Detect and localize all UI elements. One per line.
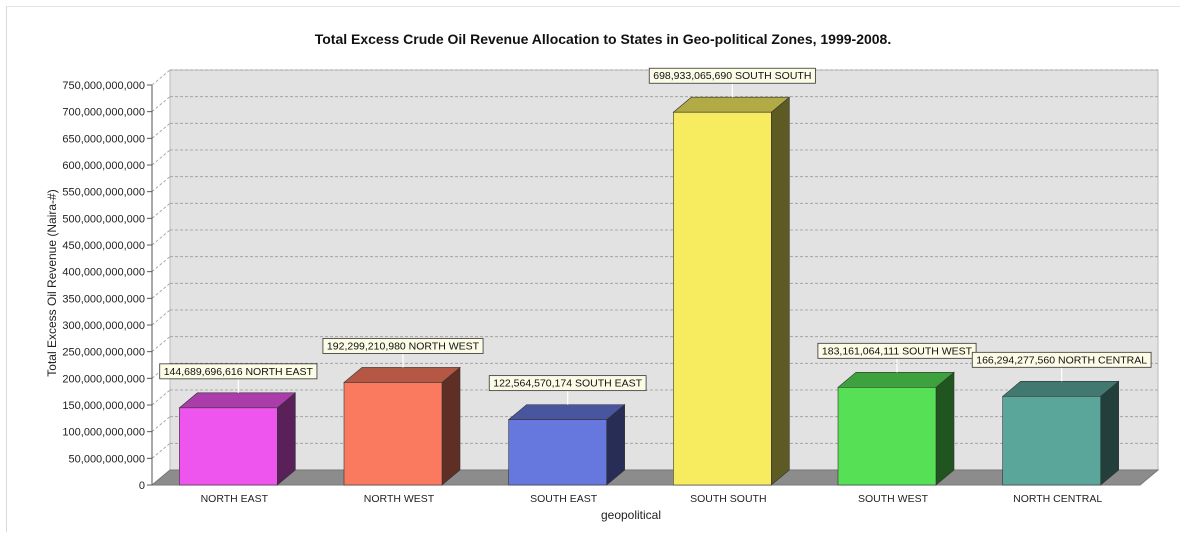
y-tick-label: 700,000,000,000	[62, 107, 145, 119]
chart-title: Total Excess Crude Oil Revenue Allocatio…	[315, 31, 892, 47]
bar	[508, 419, 607, 486]
y-tick-label: 600,000,000,000	[62, 160, 145, 172]
data-label-box	[322, 338, 484, 354]
x-axis-label: geopolitical	[601, 508, 661, 522]
gridline-side	[151, 149, 171, 166]
y-tick-label: 200,000,000,000	[62, 373, 145, 385]
y-tick-label: 250,000,000,000	[62, 347, 145, 359]
y-tick-label: 650,000,000,000	[62, 133, 145, 145]
y-tick-label: 550,000,000,000	[62, 187, 145, 199]
gridline-side	[151, 416, 171, 432]
x-tick-label: NORTH CENTRAL	[1013, 493, 1102, 505]
data-label: 166,294,277,560 NORTH CENTRAL	[976, 354, 1147, 366]
data-label: 144,689,696,616 NORTH EAST	[164, 366, 314, 378]
gridline-side	[151, 443, 171, 459]
x-tick-label: NORTH EAST	[201, 493, 269, 505]
bar	[837, 387, 937, 486]
bar	[343, 382, 443, 486]
bar-top	[178, 392, 297, 409]
gridline-side	[151, 229, 171, 246]
plot-area: 0 50,000,000,000 100,000,000,000 150,000,00…	[62, 67, 1160, 505]
bar-side	[441, 366, 461, 486]
gridline-side	[151, 96, 171, 112]
data-label: 122,564,570,174 SOUTH EAST	[493, 378, 642, 390]
data-label-box	[488, 375, 647, 392]
y-tick-label: 300,000,000,000	[62, 320, 145, 332]
bar-top	[837, 372, 955, 388]
gridline-side	[151, 69, 171, 86]
data-label: 698,933,065,690 SOUTH SOUTH	[653, 70, 811, 82]
gridline-side	[151, 256, 171, 272]
y-tick-label: 350,000,000,000	[62, 293, 145, 305]
bar-top	[507, 404, 626, 420]
y-tick-label: 450,000,000,000	[62, 240, 145, 252]
gridline-side	[151, 389, 171, 406]
y-tick-label: 500,000,000,000	[62, 213, 145, 225]
gridline-side	[151, 283, 171, 299]
bar-side	[1100, 380, 1119, 486]
y-tick-label: 50,000,000,000	[69, 453, 145, 465]
bar-top	[672, 96, 791, 113]
bar-side	[771, 96, 790, 486]
gridline-side	[151, 176, 171, 192]
y-tick-label: 150,000,000,000	[62, 400, 145, 412]
data-label-box	[971, 351, 1152, 368]
y-axis-label: Total Excess Oil Revenue (Naira-#)	[45, 189, 59, 376]
x-tick-label: SOUTH SOUTH	[690, 493, 766, 505]
bar	[179, 407, 278, 486]
data-label-box	[159, 363, 318, 380]
bar	[1002, 396, 1101, 486]
data-label-box	[648, 67, 816, 84]
chart-frame	[6, 6, 1180, 532]
data-label: 183,161,064,111 SOUTH WEST	[822, 345, 973, 357]
data-label: 192,299,210,980 NORTH WEST	[327, 340, 480, 352]
y-tick-label: 400,000,000,000	[62, 267, 145, 279]
bar-side	[277, 392, 296, 486]
y-tick-label: 100,000,000,000	[62, 427, 145, 439]
gridline-side	[151, 123, 171, 139]
y-tick-label: 750,000,000,000	[62, 80, 145, 92]
y-tick-label: 0	[139, 480, 145, 492]
data-label-box	[817, 342, 977, 359]
bar-top	[1001, 381, 1120, 397]
gridline-side	[151, 336, 171, 352]
gridline-side	[151, 203, 171, 219]
x-tick-label: SOUTH WEST	[858, 493, 929, 505]
bar-side	[935, 371, 955, 486]
x-tick-label: SOUTH EAST	[530, 493, 598, 505]
bar-top	[343, 367, 461, 383]
x-tick-label: NORTH WEST	[364, 493, 435, 505]
gridline-side	[151, 309, 171, 326]
bar	[673, 111, 772, 486]
